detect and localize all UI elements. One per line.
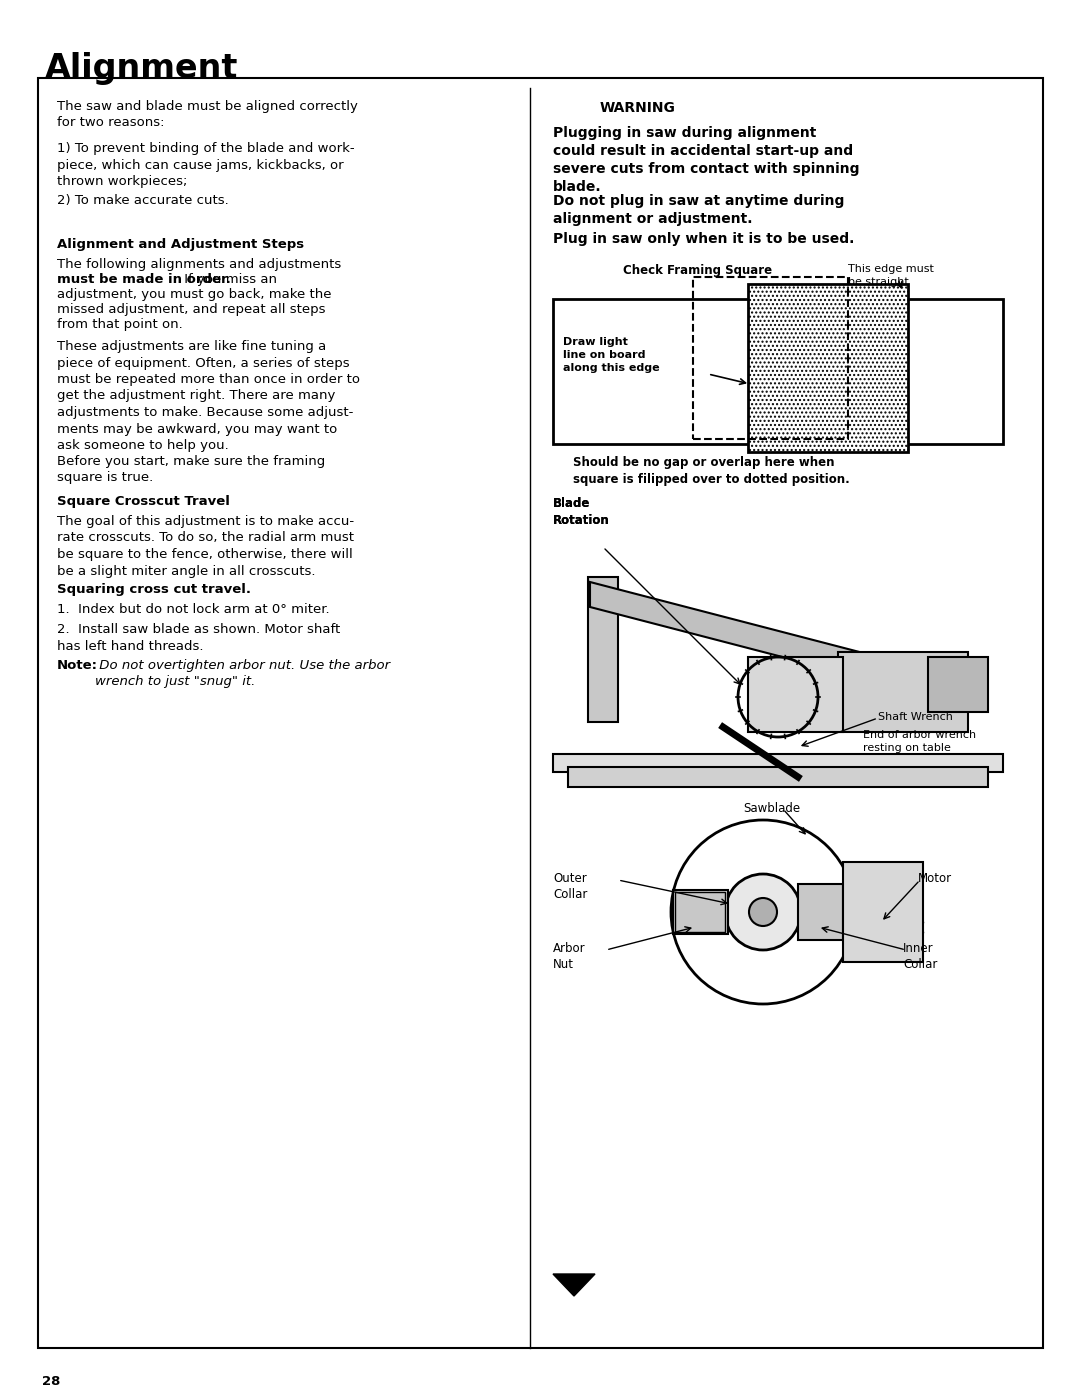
Text: Do not plug in saw at anytime during
alignment or adjustment.: Do not plug in saw at anytime during ali… [553,194,845,226]
Text: Arbor
Nut: Arbor Nut [553,942,585,971]
Bar [553,299,1003,444]
Bar [928,657,988,712]
Text: !: ! [570,119,577,133]
Bar [838,652,968,732]
Text: The goal of this adjustment is to make accu-
rate crosscuts. To do so, the radia: The goal of this adjustment is to make a… [57,515,354,577]
Text: The saw and blade must be aligned correctly
for two reasons:: The saw and blade must be aligned correc… [57,101,357,130]
Text: End of arbor wrench
resting on table: End of arbor wrench resting on table [863,731,976,753]
Text: 1.  Index but do not lock arm at 0° miter.: 1. Index but do not lock arm at 0° miter… [57,604,329,616]
Text: Square Crosscut Travel: Square Crosscut Travel [57,495,230,509]
Bar [748,284,908,453]
Text: Before you start, make sure the framing
square is true.: Before you start, make sure the framing … [57,455,325,485]
Bar [675,893,725,932]
Text: This edge must
be straight: This edge must be straight [848,264,934,286]
Text: Shaft Wrench: Shaft Wrench [878,712,953,722]
Circle shape [750,898,777,926]
Text: Alignment: Alignment [45,52,239,85]
Text: These adjustments are like fine tuning a
piece of equipment. Often, a series of : These adjustments are like fine tuning a… [57,339,360,453]
Bar [673,890,728,935]
Text: Draw light
line on board
along this edge: Draw light line on board along this edge [563,337,660,373]
Bar [798,884,843,940]
Bar [693,277,848,439]
Bar [748,284,908,453]
Text: Plugging in saw during alignment
could result in accidental start-up and
severe : Plugging in saw during alignment could r… [553,126,860,194]
Text: WARNING: WARNING [600,101,676,115]
Text: 2.  Install saw blade as shown. Motor shaft
has left hand threads.: 2. Install saw blade as shown. Motor sha… [57,623,340,652]
Text: Sawblade: Sawblade [743,802,800,814]
Text: Inner
Collar: Inner Collar [903,942,937,971]
Text: 1) To prevent binding of the blade and work-
piece, which can cause jams, kickba: 1) To prevent binding of the blade and w… [57,142,354,189]
Text: Outer
Collar: Outer Collar [553,872,588,901]
Text: If you miss an: If you miss an [180,272,278,286]
Circle shape [725,875,801,950]
Text: 2) To make accurate cuts.: 2) To make accurate cuts. [57,194,229,207]
Text: Motor: Motor [918,872,953,886]
Polygon shape [553,1274,595,1296]
Text: The following alignments and adjustments: The following alignments and adjustments [57,258,341,271]
Text: missed adjustment, and repeat all steps: missed adjustment, and repeat all steps [57,303,325,316]
Text: must be made in order.: must be made in order. [57,272,231,286]
Bar [748,657,843,732]
Bar [588,577,618,722]
Bar [553,754,1003,773]
Bar [568,767,988,787]
Text: Plug in saw only when it is to be used.: Plug in saw only when it is to be used. [553,232,854,246]
Text: Note:: Note: [57,659,98,672]
Text: Blade
Rotation: Blade Rotation [553,497,610,527]
Polygon shape [590,583,897,687]
Text: 28: 28 [42,1375,60,1389]
Text: Squaring cross cut travel.: Squaring cross cut travel. [57,583,251,597]
Text: Should be no gap or overlap here when
square is filipped over to dotted position: Should be no gap or overlap here when sq… [573,455,850,486]
Text: Blade
Rotation: Blade Rotation [553,497,610,527]
Text: Check Framing Square: Check Framing Square [623,264,772,277]
Text: from that point on.: from that point on. [57,319,183,331]
Text: adjustment, you must go back, make the: adjustment, you must go back, make the [57,288,332,300]
Bar [843,862,923,963]
Text: Alignment and Adjustment Steps: Alignment and Adjustment Steps [57,237,305,251]
Text: Do not overtighten arbor nut. Use the arbor
wrench to just "snug" it.: Do not overtighten arbor nut. Use the ar… [95,659,390,689]
